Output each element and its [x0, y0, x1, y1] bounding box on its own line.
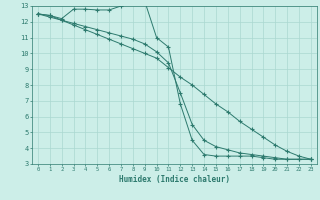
X-axis label: Humidex (Indice chaleur): Humidex (Indice chaleur) [119, 175, 230, 184]
